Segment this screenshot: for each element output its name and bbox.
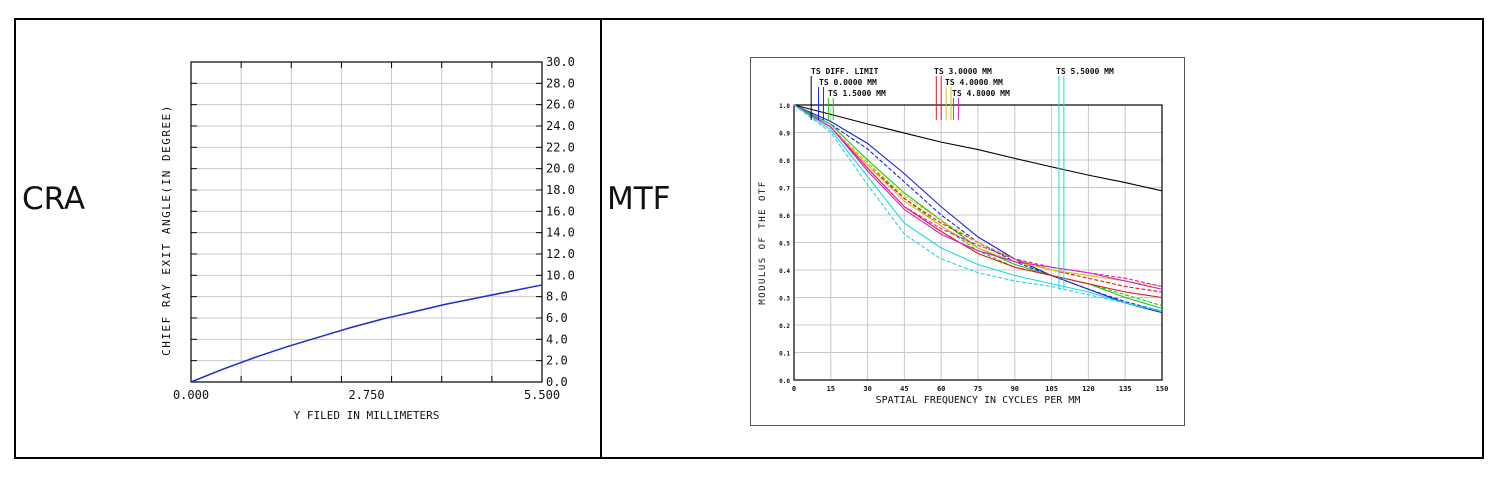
legend-label: TS 0.0000 MM [819, 78, 877, 87]
legend-label: TS 4.0000 MM [945, 78, 1003, 87]
y-tick-label: 16.0 [546, 204, 575, 218]
x-tick-label: 90 [1011, 385, 1019, 393]
cra-series-line [190, 284, 543, 383]
y-tick-label: 0.0 [546, 375, 568, 389]
y-tick-label: 22.0 [546, 140, 575, 154]
legend-label: TS 5.5000 MM [1056, 67, 1114, 76]
mtf-series-line [793, 104, 1163, 312]
x-tick-label: 30 [863, 385, 871, 393]
y-axis-label: CHIEF RAY EXIT ANGLE(IN DEGREE) [160, 104, 173, 356]
y-tick-label: 0.5 [779, 241, 790, 248]
y-tick-label: 0.6 [779, 213, 790, 220]
plot-frame [793, 104, 1163, 381]
y-tick-label: 0.1 [779, 351, 790, 358]
y-tick-label: 1.0 [779, 103, 790, 110]
x-tick-label: 120 [1082, 385, 1095, 393]
y-tick-label: 26.0 [546, 98, 575, 112]
y-tick-label: 20.0 [546, 162, 575, 176]
legend-label: TS 3.0000 MM [934, 67, 992, 76]
x-axis-label: SPATIAL FREQUENCY IN CYCLES PER MM [876, 395, 1081, 406]
y-tick-label: 6.0 [546, 311, 568, 325]
y-tick-label: 30.0 [546, 55, 575, 69]
y-tick-label: 0.7 [779, 186, 790, 193]
table-frame [14, 18, 1484, 459]
x-tick-label: 0.000 [173, 388, 209, 402]
x-tick-label: 2.750 [348, 388, 384, 402]
y-tick-label: 0.8 [779, 158, 790, 165]
cra-chart: 0.0 2.0 4.0 6.0 8.0 10.0 12.0 14.0 16.0 18.0 20.0 2… [160, 55, 575, 422]
y-tick-label: 18.0 [546, 183, 575, 197]
legend-label: TS 1.5000 MM [828, 89, 886, 98]
mtf-series-line [793, 104, 1163, 312]
mtf-series-line [793, 104, 1163, 288]
mtf-series-line [793, 104, 1163, 192]
y-tick-label: 24.0 [546, 119, 575, 133]
legend-label: TS 4.8000 MM [952, 89, 1010, 98]
x-tick-label: 135 [1119, 385, 1132, 393]
x-tick-label: 60 [937, 385, 945, 393]
mtf-chart: 0 15 30 45 60 75 90 105 120 135 150 0.0 0.1 0.2 0.3 0.4… [758, 67, 1169, 406]
y-tick-label: 2.0 [546, 354, 568, 368]
y-tick-label: 12.0 [546, 247, 575, 261]
y-tick-label: 0.0 [779, 378, 790, 385]
mtf-series-line [793, 104, 1163, 290]
y-tick-label: 14.0 [546, 226, 575, 240]
y-tick-label: 4.0 [546, 332, 568, 346]
y-tick-label: 0.3 [779, 296, 790, 303]
mtf-series-line [793, 104, 1163, 290]
x-tick-label: 75 [974, 385, 982, 393]
mtf-series-line [793, 104, 1163, 288]
plot-frame [190, 61, 543, 383]
x-tick-label: 105 [1045, 385, 1058, 393]
mtf-chart-box: 0 15 30 45 60 75 90 105 120 135 150 0.0 0.1 0.2 0.3 0.4… [750, 57, 1185, 426]
x-tick-label: 5.500 [524, 388, 560, 402]
y-tick-label: 28.0 [546, 76, 575, 90]
cell-divider [600, 18, 602, 459]
mtf-label: MTF [607, 181, 671, 217]
cra-label: CRA [22, 181, 86, 217]
y-tick-label: 0.2 [779, 323, 790, 330]
x-tick-label: 15 [827, 385, 835, 393]
y-tick-label: 10.0 [546, 268, 575, 282]
y-tick-label: 0.9 [779, 131, 790, 138]
legend-label: TS DIFF. LIMIT [811, 67, 879, 76]
y-tick-label: 8.0 [546, 290, 568, 304]
x-axis-label: Y FILED IN MILLIMETERS [294, 409, 440, 422]
x-tick-label: 45 [900, 385, 908, 393]
y-axis-label: MODULUS OF THE OTF [758, 180, 768, 305]
x-tick-label: 150 [1156, 385, 1169, 393]
x-tick-label: 0 [792, 385, 796, 393]
y-tick-label: 0.4 [779, 268, 790, 275]
